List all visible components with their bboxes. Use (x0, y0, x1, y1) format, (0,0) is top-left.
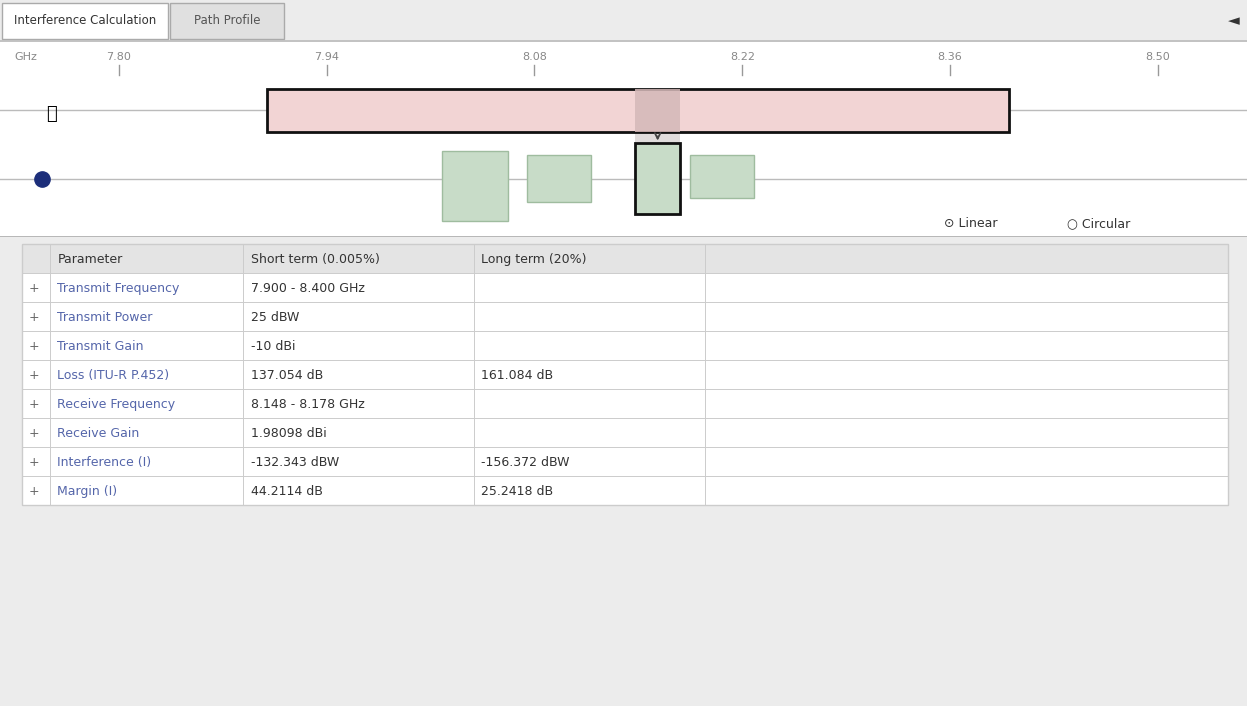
Text: 🔭: 🔭 (46, 105, 57, 123)
Text: Short term (0.005%): Short term (0.005%) (251, 253, 379, 266)
Text: GHz: GHz (15, 52, 37, 61)
Text: ⊙ Linear: ⊙ Linear (944, 217, 998, 230)
Bar (636, 143, 680, 214)
Bar (22, 447, 1228, 476)
Text: 8.22: 8.22 (729, 52, 754, 61)
Text: 137.054 dB: 137.054 dB (251, 369, 323, 383)
Text: 1.98098 dBi: 1.98098 dBi (251, 428, 327, 441)
Text: +: + (29, 340, 40, 354)
Text: Transmit Power: Transmit Power (57, 311, 152, 325)
Text: +: + (29, 282, 40, 296)
Bar (636, 132, 680, 179)
Text: Interference Calculation: Interference Calculation (14, 13, 156, 27)
Text: 8.50: 8.50 (1146, 52, 1170, 61)
Bar (22, 273, 1228, 302)
Text: 7.80: 7.80 (106, 52, 131, 61)
Text: +: + (29, 369, 40, 383)
Bar (22, 389, 1228, 418)
Text: +: + (29, 398, 40, 412)
Text: ○ Circular: ○ Circular (1067, 217, 1131, 230)
Text: 25.2418 dB: 25.2418 dB (481, 486, 554, 498)
Bar (527, 155, 591, 202)
Text: Receive Frequency: Receive Frequency (57, 398, 176, 412)
Text: Interference (I): Interference (I) (57, 457, 151, 469)
Text: -10 dBi: -10 dBi (251, 340, 296, 354)
Text: ◄: ◄ (1228, 13, 1240, 28)
Text: 8.148 - 8.178 GHz: 8.148 - 8.178 GHz (251, 398, 364, 412)
Text: Transmit Frequency: Transmit Frequency (57, 282, 180, 296)
Text: Path Profile: Path Profile (193, 13, 261, 27)
Bar (636, 89, 680, 132)
Text: +: + (29, 457, 40, 469)
Text: 161.084 dB: 161.084 dB (481, 369, 554, 383)
Text: 44.2114 dB: 44.2114 dB (251, 486, 323, 498)
Bar (22, 244, 1228, 273)
Text: 8.08: 8.08 (522, 52, 547, 61)
Bar (170, 4, 284, 39)
Text: Margin (I): Margin (I) (57, 486, 117, 498)
Text: +: + (29, 486, 40, 498)
Bar (22, 331, 1228, 360)
Bar (691, 155, 754, 198)
Bar (22, 244, 1228, 505)
Bar (443, 151, 508, 222)
Text: Loss (ITU-R P.452): Loss (ITU-R P.452) (57, 369, 170, 383)
Bar (22, 476, 1228, 505)
Text: Long term (20%): Long term (20%) (481, 253, 587, 266)
Text: -156.372 dBW: -156.372 dBW (481, 457, 570, 469)
Bar (267, 89, 1010, 132)
Bar (2, 4, 168, 39)
Text: Transmit Gain: Transmit Gain (57, 340, 143, 354)
Text: 7.94: 7.94 (314, 52, 339, 61)
Text: 8.36: 8.36 (938, 52, 963, 61)
Text: Parameter: Parameter (57, 253, 122, 266)
Bar (22, 418, 1228, 447)
Text: +: + (29, 311, 40, 325)
Bar (22, 360, 1228, 389)
Text: +: + (29, 428, 40, 441)
Bar (22, 302, 1228, 331)
Text: 25 dBW: 25 dBW (251, 311, 299, 325)
Text: -132.343 dBW: -132.343 dBW (251, 457, 339, 469)
Text: 7.900 - 8.400 GHz: 7.900 - 8.400 GHz (251, 282, 364, 296)
Text: Receive Gain: Receive Gain (57, 428, 140, 441)
